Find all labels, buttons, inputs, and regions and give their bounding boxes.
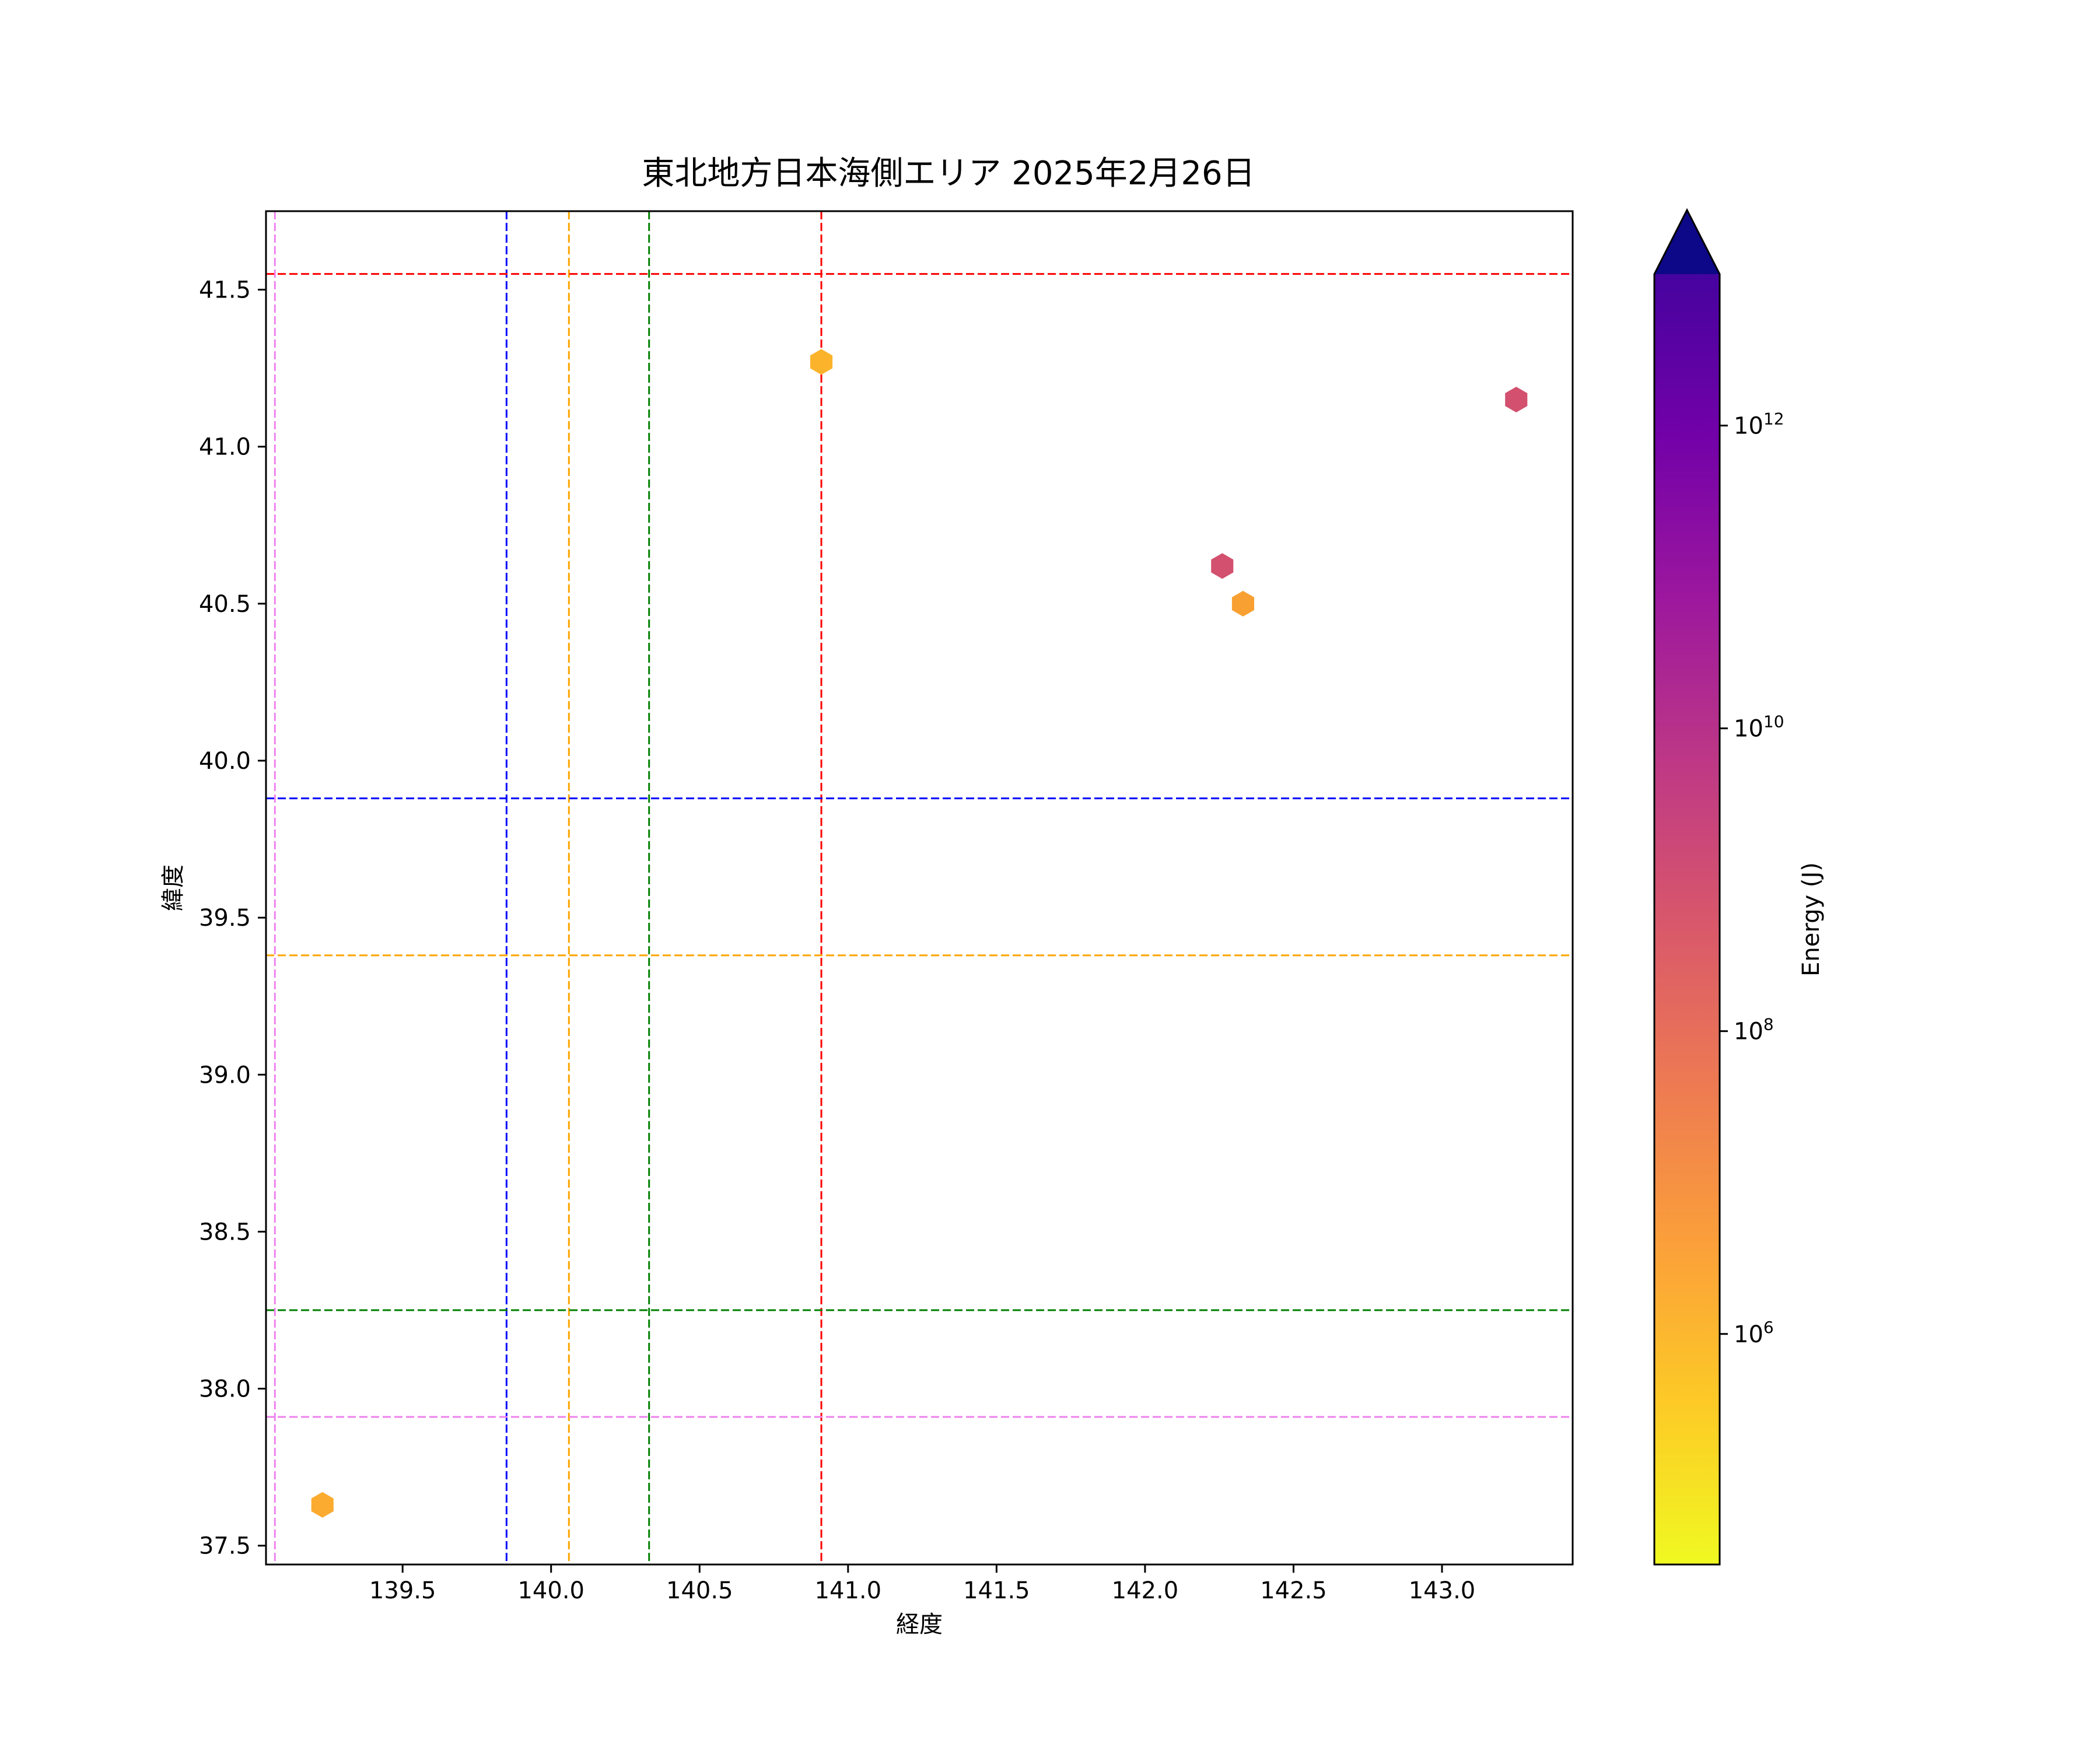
colorbar-tick-label-2: 1010 [1734, 712, 1784, 743]
x-axis-label: 経度 [896, 1611, 943, 1638]
y-tick-label-7: 41.0 [199, 434, 251, 461]
data-point-2 [1211, 553, 1234, 579]
y-tick-label-3: 39.0 [199, 1062, 251, 1088]
y-tick-label-0: 37.5 [199, 1533, 251, 1560]
y-axis-ticks: 37.5 38.0 38.5 39.0 39.5 40.0 40.5 41.0 41.5 [199, 277, 266, 1560]
y-tick-label-2: 38.5 [199, 1219, 251, 1245]
data-point-3 [1231, 590, 1254, 617]
colorbar-frame [1653, 208, 1721, 1566]
x-tick-label-0: 139.5 [369, 1577, 436, 1604]
y-axis-label: 緯度 [160, 864, 187, 911]
colorbar-extend-arrow [1654, 210, 1720, 274]
y-tick-label-1: 38.0 [199, 1376, 251, 1403]
reference-lines [266, 211, 1573, 1564]
y-tick-label-6: 40.5 [199, 591, 251, 618]
colorbar-tick-label-1: 108 [1734, 1015, 1774, 1045]
x-axis-ticks: 139.5 140.0 140.5 141.0 141.5 142.0 142.5 143.0 [369, 1564, 1475, 1604]
data-point-1 [1505, 387, 1528, 412]
data-point-0 [810, 349, 833, 375]
x-tick-label-7: 143.0 [1409, 1577, 1476, 1604]
y-tick-label-8: 41.5 [199, 277, 251, 304]
x-tick-label-4: 141.5 [963, 1577, 1030, 1604]
x-tick-label-5: 142.0 [1112, 1577, 1179, 1604]
chart-title: 東北地方日本海側エリア 2025年2月26日 [642, 155, 1255, 192]
y-tick-label-4: 39.5 [199, 905, 251, 932]
x-tick-label-3: 141.0 [815, 1577, 882, 1604]
y-tick-label-5: 40.0 [199, 748, 251, 775]
x-tick-label-1: 140.0 [517, 1577, 584, 1604]
data-points [311, 349, 1528, 1518]
data-point-4 [311, 1492, 334, 1518]
x-tick-label-2: 140.5 [666, 1577, 733, 1604]
plot-area-frame [265, 210, 1574, 1566]
colorbar-gradient [1654, 274, 1720, 1564]
x-tick-label-6: 142.5 [1260, 1577, 1327, 1604]
colorbar-ticks: 106 108 1010 1012 [1720, 410, 1784, 1348]
colorbar-label: Energy (J) [1798, 862, 1825, 977]
colorbar-tick-label-3: 1012 [1734, 410, 1784, 440]
colorbar-tick-label-0: 106 [1734, 1318, 1774, 1348]
